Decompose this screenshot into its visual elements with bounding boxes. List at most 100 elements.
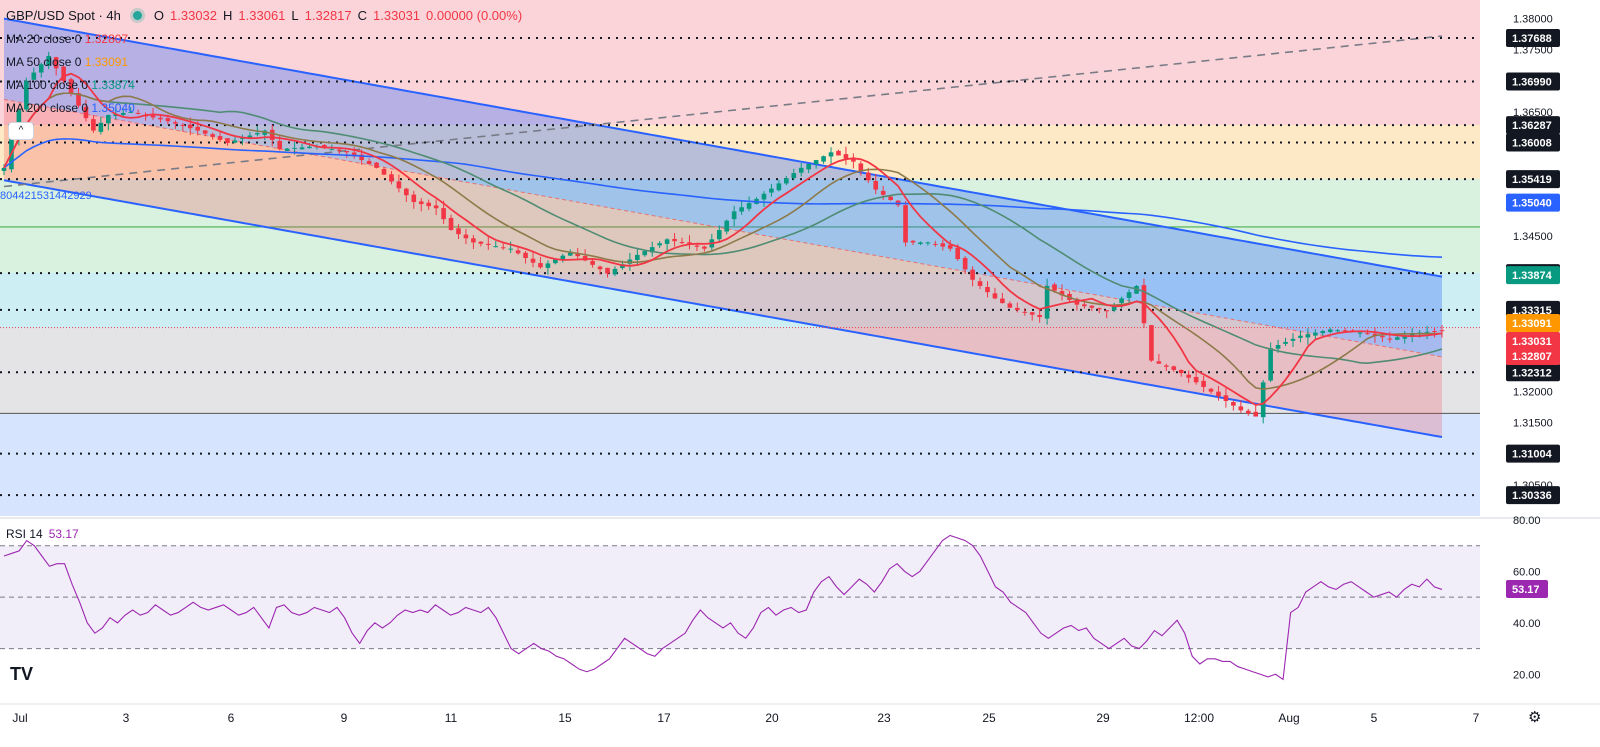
candle-body [1208,388,1214,392]
candle-body [1096,308,1102,310]
candle-body [91,119,96,131]
candle-body [1260,382,1266,418]
gear-icon[interactable]: ⚙ [1528,709,1542,726]
candle-body [329,149,335,151]
level-badge-label: 1.35419 [1512,174,1552,186]
candle-body [150,115,156,118]
candle-body [694,245,700,247]
candle-body [858,163,864,171]
rsi-y-tick: 40.00 [1513,618,1541,630]
candle-body [605,267,610,274]
candle-body [664,239,670,244]
y-tick-label: 1.34500 [1513,231,1553,243]
candle-body [1432,331,1437,333]
ma50-legend[interactable]: MA 50 close 0 1.33091 [6,55,129,69]
candle-body [992,293,998,299]
ma200-legend[interactable]: MA 200 close 0 1.35040 [6,101,135,115]
ma200-line [3,138,1443,259]
candle-body [642,251,648,256]
level-badge [1506,116,1560,135]
x-tick-label: Jul [12,711,27,725]
candle-body [880,190,886,195]
ma20-line [3,72,1443,406]
level-badge [1506,444,1560,463]
x-tick-label: 7 [1473,711,1480,725]
candle-body [277,140,282,150]
candle-body [523,252,528,258]
candle-body [1134,285,1139,294]
candle-body [582,255,588,261]
candle-body [1253,411,1259,417]
candle-body [1164,365,1169,367]
candle-body [202,130,208,134]
candle-body [1178,370,1184,374]
candle-body [851,157,856,162]
price-badge [1506,314,1560,332]
candle-body [322,145,327,148]
candle-body [873,181,879,190]
price-badge-label: 1.32807 [1512,351,1552,363]
level-badge-label: 1.32312 [1512,367,1552,379]
candle-body [1402,335,1408,339]
candle-body [933,243,938,245]
candle-body [806,163,811,170]
candle-body [843,154,849,159]
candle-body [1111,304,1117,311]
candle-body [746,203,752,209]
candle-body [83,106,89,119]
price-badge-label: 1.33874 [1512,270,1553,282]
ma20-legend[interactable]: MA 20 close 0 1.32807 [6,32,129,46]
price-badge [1506,266,1560,285]
y-tick-label: 1.31500 [1513,418,1553,430]
candle-body [344,151,350,153]
candle-body [776,183,782,191]
high-value: 1.33061 [238,8,286,23]
level-badge [1506,363,1560,382]
candle-body [1245,410,1251,414]
candle-body [761,193,767,200]
open-value: 1.33032 [170,8,218,23]
candle-body [210,134,215,137]
candle-body [1059,291,1065,296]
candle-body [180,124,186,126]
candle-body [1,167,7,171]
x-tick-label: 17 [657,711,671,725]
candle-body [135,112,141,114]
candle-body [985,287,990,293]
candle-body [1126,292,1132,298]
candle-body [1201,380,1206,387]
candle-body [292,147,297,149]
candle-body [821,156,826,162]
close-label: C [357,8,368,23]
price-badge [1506,193,1560,212]
candle-body [247,135,253,138]
candle-body [947,245,953,249]
candle-body [195,126,201,131]
candle-body [672,238,677,242]
x-tick-label: 11 [445,711,458,725]
stray-label: 804421531442929 [0,190,92,202]
candle-body [411,194,417,203]
price-badge-label: 1.33091 [1512,318,1552,330]
candle-body [106,115,111,124]
candle-body [679,242,685,244]
candle-body [702,246,707,249]
ma50-line [3,92,1443,390]
x-tick-label: 20 [765,711,779,725]
candle-body [1052,284,1057,291]
candle-body [769,188,774,193]
candle-body [1104,310,1110,312]
rsi-legend[interactable]: RSI 14 53.17 [6,527,79,541]
candle-body [836,150,841,156]
symbol-title[interactable]: GBP/USD Spot · 4h [6,8,121,23]
candle-body [635,254,640,260]
ma100-legend[interactable]: MA 100 close 0 1.33874 [6,78,135,92]
candle-body [925,242,931,244]
collapse-legend-button[interactable]: ^ [8,122,34,140]
candle-body [1268,348,1273,381]
zone-5 [0,413,1480,516]
tradingview-logo[interactable]: TV [10,664,34,684]
change-value: 0.00000 (0.00%) [426,8,523,23]
candle-body [1223,395,1229,401]
